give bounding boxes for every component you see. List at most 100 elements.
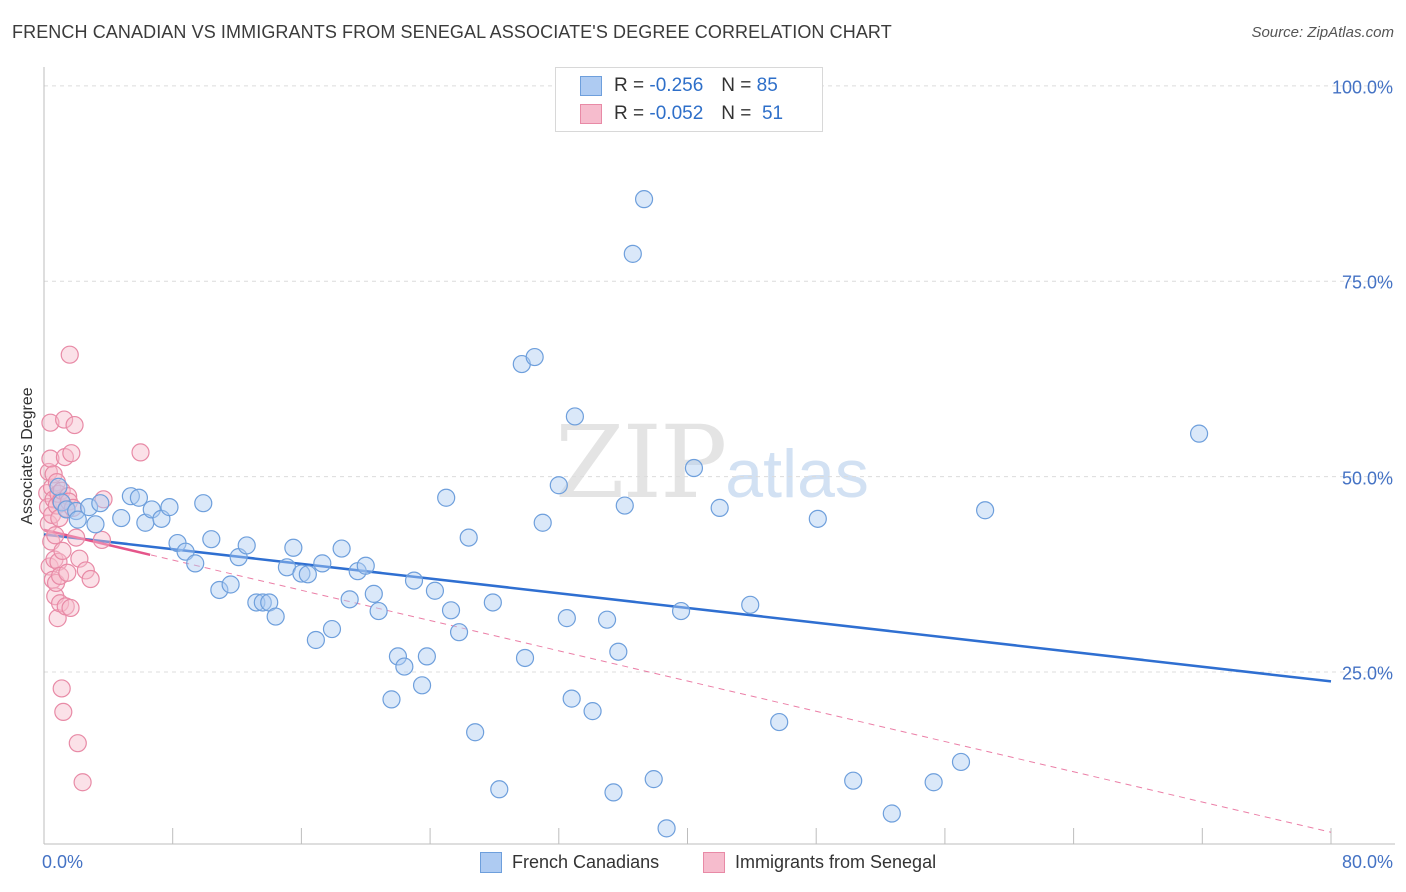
n-label: N = (721, 103, 752, 124)
french-canadian-point (466, 723, 485, 742)
french-canadian-point (562, 689, 581, 708)
french-canadian-point (483, 593, 502, 612)
y-tick-label: 25.0% (1341, 663, 1393, 684)
french-canadian-point (332, 539, 351, 558)
french-canadian-point (770, 712, 789, 732)
y-tick-label: 75.0% (1341, 272, 1393, 293)
french-canadian-point (237, 536, 256, 555)
french-canadian-point (292, 564, 311, 583)
french-canadian-point (684, 458, 704, 478)
french-canadian-point (644, 770, 663, 789)
french-canadian-point (671, 601, 691, 621)
french-canadian-point (364, 584, 383, 603)
french-canadian-point (221, 575, 240, 594)
french-canadian-point (623, 244, 642, 263)
french-canadian-point (112, 508, 131, 528)
y-axis-label: Associate's Degree (19, 387, 36, 525)
french-canadian-point (425, 581, 445, 600)
watermark-zip: ZIP (555, 404, 727, 521)
french-canadian-point (609, 642, 628, 661)
legend-swatch-blue (580, 76, 602, 96)
senegal-point (55, 410, 74, 429)
french-canadian-point (247, 593, 266, 612)
legend-label: Immigrants from Senegal (735, 852, 937, 872)
r-value: -0.256 (649, 75, 704, 96)
senegal-point (50, 594, 70, 613)
french-canadian-point (490, 780, 509, 799)
senegal-point (70, 549, 89, 568)
french-canadian-point (525, 347, 544, 367)
french-canadian-point (382, 690, 401, 709)
axes (43, 67, 1395, 845)
n-value: 85 (756, 75, 778, 96)
french-canadian-point (533, 513, 552, 532)
senegal-point (61, 598, 80, 618)
french-canadian-point (340, 590, 359, 609)
r-label: R = (614, 103, 645, 124)
french-canadian-point (129, 488, 149, 507)
french-canadian-point (322, 619, 342, 639)
x-tick-label: 0.0% (42, 852, 84, 872)
correlation-legend: R = -0.256 N = 85 R = -0.052 N = 51 (555, 67, 823, 132)
french-canadian-point (549, 476, 568, 495)
french-canadian-point (369, 601, 388, 621)
french-canadian-point (395, 657, 414, 676)
french-canadian-point (284, 538, 303, 557)
x-tick-label: 80.0% (1341, 852, 1393, 872)
french-canadian-point (808, 509, 827, 528)
french-canadian-point (449, 623, 469, 642)
french-canadian-point (951, 752, 971, 772)
r-value: -0.052 (649, 103, 704, 124)
y-tick-label: 100.0% (1331, 77, 1393, 98)
french-canadian-point (604, 783, 623, 802)
french-canadian-point (91, 494, 110, 513)
r-label: R = (614, 75, 645, 96)
senegal-point (41, 449, 60, 468)
french-canadian-point (634, 190, 654, 209)
senegal-point (92, 530, 112, 550)
french-canadian-point (160, 498, 179, 517)
french-canadian-point (194, 494, 213, 513)
senegal-point (41, 413, 60, 432)
senegal-point (65, 415, 84, 435)
french-canadian-point (882, 804, 901, 823)
french-canadian-point (583, 702, 602, 721)
senegal-point (53, 541, 72, 560)
french-canadian-trend-line (43, 533, 1332, 683)
legend-item-senegal[interactable]: Immigrants from Senegal (703, 852, 936, 873)
french-canadian-point (515, 648, 535, 668)
n-label: N = (721, 75, 752, 96)
chart-title: FRENCH CANADIAN VS IMMIGRANTS FROM SENEG… (12, 22, 892, 42)
legend-item-french-canadians[interactable]: French Canadians (480, 852, 659, 873)
senegal-point (63, 498, 83, 517)
french-canadian-point (176, 542, 195, 561)
legend-row-french-canadians: R = -0.256 N = 85 (580, 72, 778, 100)
french-canadian-point (1189, 424, 1209, 443)
french-canadian-point (79, 498, 99, 517)
french-canadian-point (142, 500, 161, 519)
french-canadian-points (49, 190, 1209, 838)
senegal-point (68, 734, 87, 753)
french-canadian-point (68, 510, 87, 529)
french-canadian-point (266, 607, 285, 626)
french-canadian-point (597, 610, 617, 629)
french-canadian-point (210, 580, 229, 600)
watermark-atlas: atlas (725, 436, 869, 512)
french-canadian-point (86, 515, 105, 534)
senegal-point (58, 563, 77, 582)
senegal-trend-line (43, 528, 151, 557)
senegal-point (67, 528, 86, 547)
french-canadian-point (298, 565, 317, 584)
legend-row-senegal: R = -0.052 N = 51 (580, 100, 783, 128)
zipatlas-watermark: ZIPatlas (555, 404, 869, 521)
french-canadian-point (202, 530, 221, 549)
french-canadian-point (741, 595, 760, 614)
french-canadian-point (657, 819, 676, 838)
trend-lines (43, 528, 1332, 833)
legend-swatch-pink (703, 852, 725, 873)
n-value: 51 (761, 103, 784, 124)
french-canadian-point (557, 609, 576, 628)
senegal-point (52, 679, 71, 698)
french-canadian-point (412, 676, 432, 695)
